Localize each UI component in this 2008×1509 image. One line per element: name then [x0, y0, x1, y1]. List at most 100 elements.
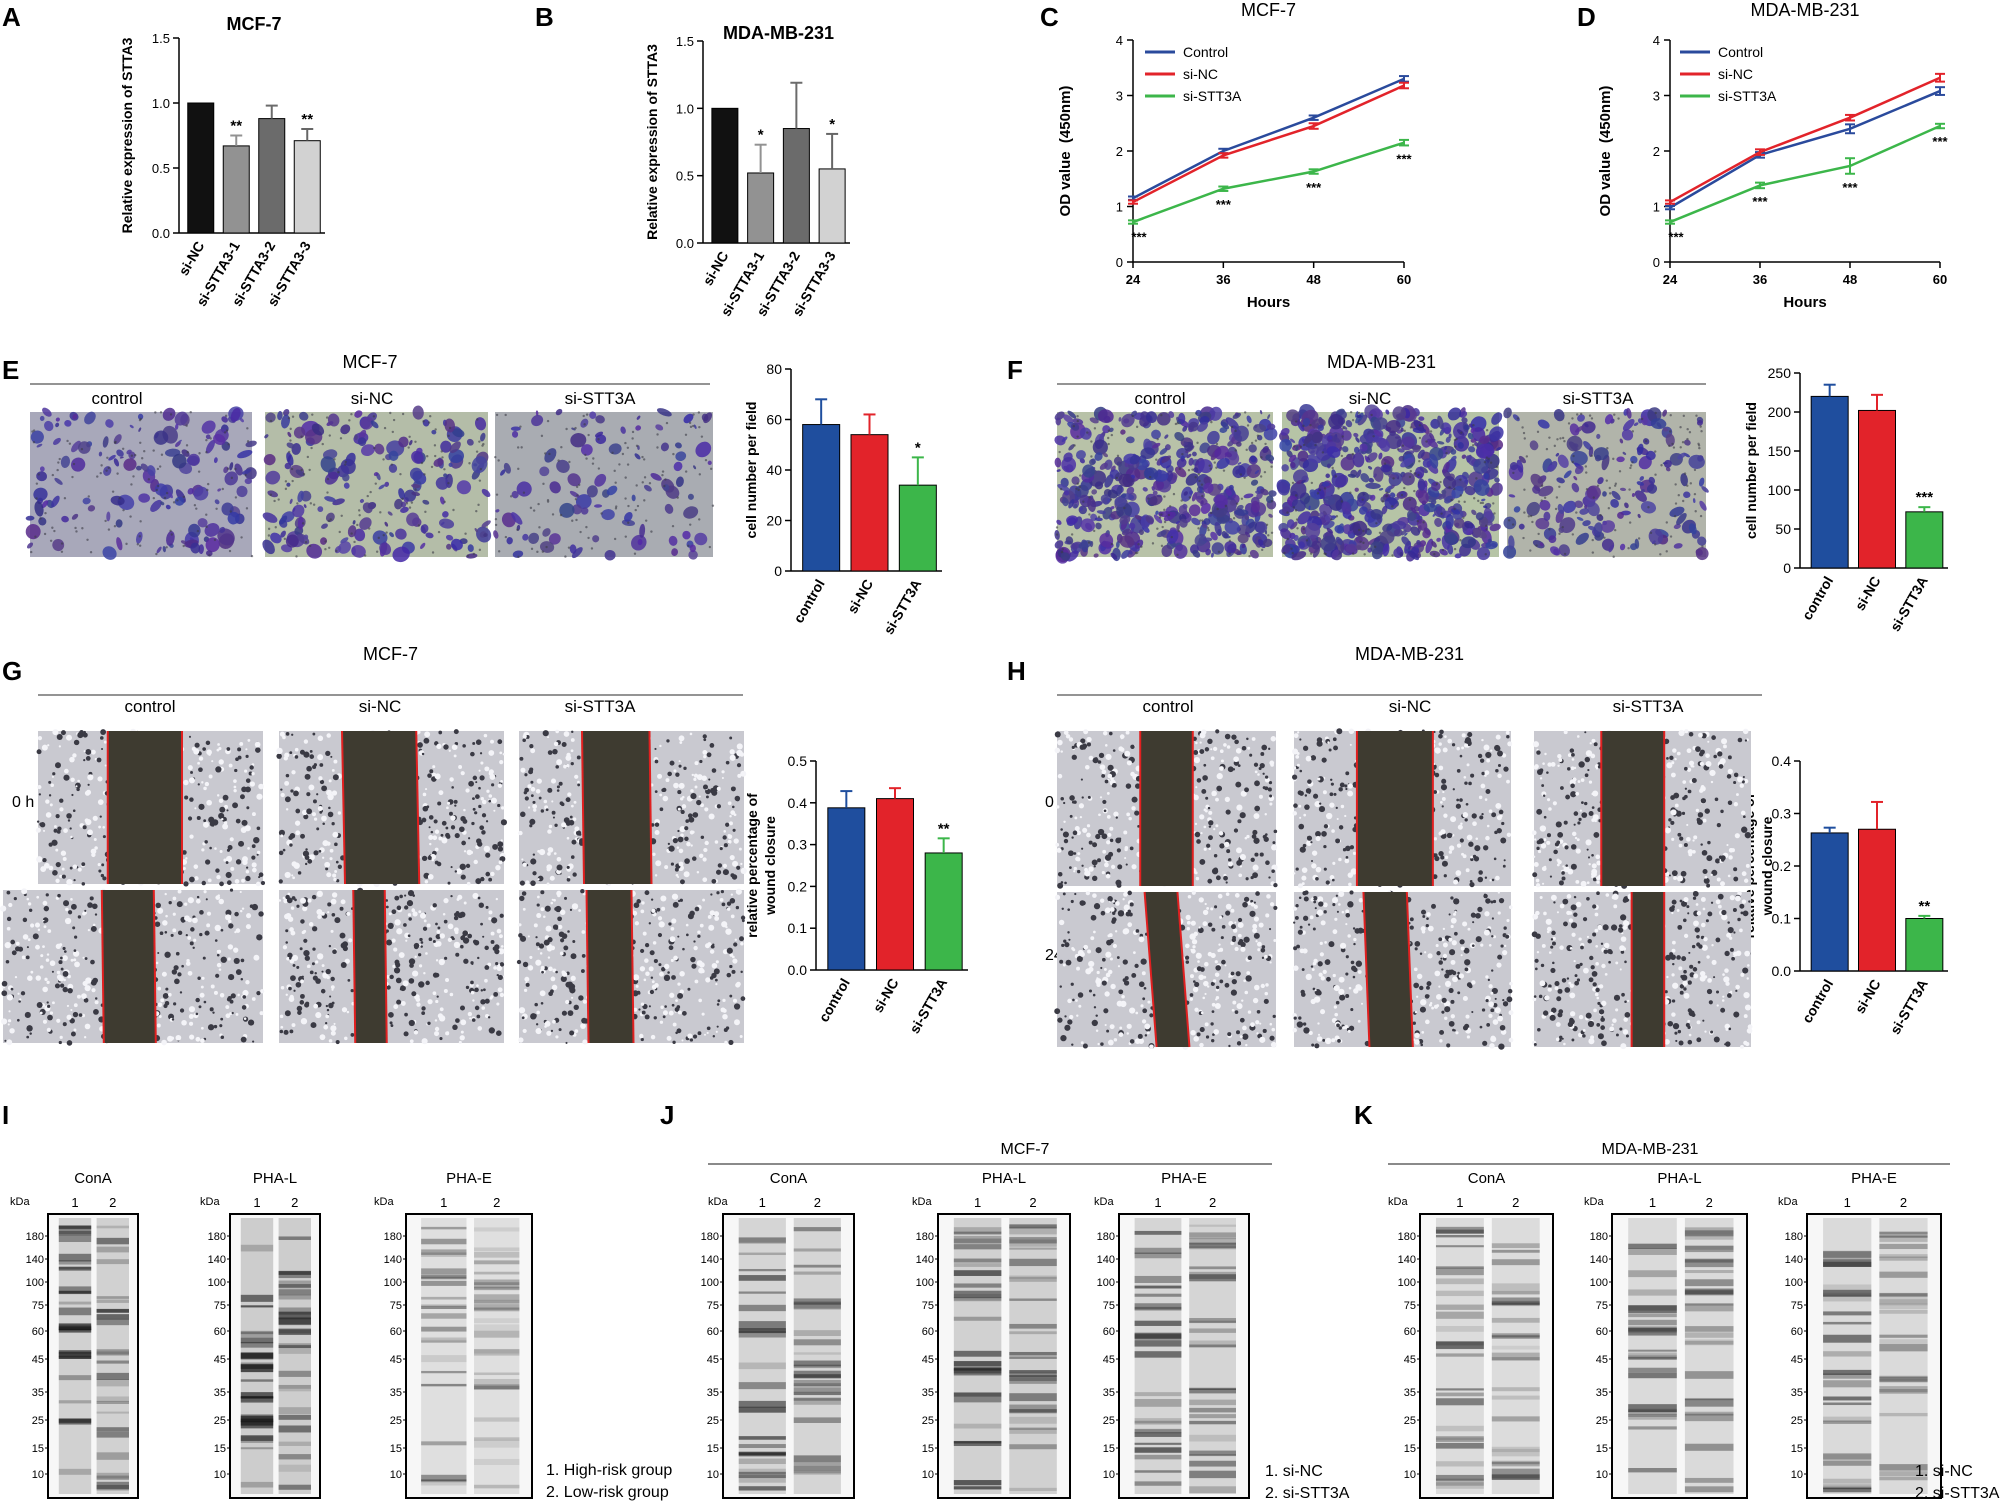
pore — [304, 541, 308, 544]
cell-texture — [235, 859, 242, 865]
pore — [401, 412, 405, 416]
cell-stain — [1373, 429, 1383, 437]
cell-stain — [1302, 417, 1311, 427]
cell-stain — [30, 430, 44, 444]
cell-texture — [485, 852, 491, 858]
cell-texture — [529, 818, 536, 825]
pore — [1163, 520, 1167, 524]
pore — [585, 457, 588, 460]
cell-texture — [416, 1002, 421, 1007]
cell-texture — [81, 993, 87, 999]
pore — [1195, 412, 1198, 415]
cell-texture — [327, 911, 330, 914]
cell-texture — [709, 743, 715, 748]
pore — [385, 531, 388, 534]
x-tick-label: si-NC — [699, 249, 731, 289]
pore — [30, 550, 33, 554]
cell-stain — [1410, 526, 1421, 536]
pore — [225, 429, 229, 432]
pore — [267, 534, 271, 537]
cell-stain — [1364, 455, 1369, 463]
cell-texture — [66, 878, 73, 886]
cell-stain — [1326, 463, 1331, 469]
cell-texture — [639, 966, 646, 972]
pore — [1180, 499, 1183, 502]
pore — [1674, 483, 1677, 486]
cell-texture — [569, 815, 573, 819]
cell-stain — [1262, 446, 1269, 454]
cell-stain — [1091, 489, 1098, 495]
cell-texture — [704, 840, 709, 846]
cell-texture — [157, 951, 160, 954]
cell-stain — [392, 546, 410, 563]
pore — [114, 440, 117, 444]
cell-texture — [500, 779, 503, 783]
cell-texture — [496, 1030, 502, 1037]
cell-texture — [49, 1011, 54, 1015]
cell-stain — [1134, 514, 1142, 520]
cell-texture — [61, 730, 66, 736]
cell-texture — [570, 855, 575, 859]
cell-texture — [470, 961, 474, 965]
cell-texture — [206, 799, 212, 806]
cell-stain — [422, 499, 430, 505]
cell-texture — [225, 871, 232, 879]
cell-stain — [1054, 457, 1062, 468]
cell-texture — [221, 817, 224, 821]
significance-label: *** — [1668, 230, 1684, 245]
cell-texture — [423, 919, 427, 923]
pore — [1191, 468, 1194, 471]
cell-stain — [1393, 528, 1403, 537]
cell-texture — [282, 735, 286, 740]
micrograph-background — [279, 890, 504, 1043]
bar-si-STTA3-1 — [222, 145, 250, 234]
cell-texture — [567, 792, 572, 797]
cell-stain — [581, 507, 589, 515]
pore — [648, 482, 652, 485]
cell-texture — [650, 976, 654, 979]
pore — [1381, 500, 1385, 503]
cell-texture — [184, 795, 189, 800]
cell-stain — [242, 468, 252, 475]
pore — [125, 542, 128, 546]
series-line-Control — [1669, 89, 1941, 209]
pore — [1174, 422, 1178, 426]
pore — [1286, 511, 1289, 514]
cell-texture — [436, 930, 441, 934]
cell-stain — [481, 520, 491, 528]
cell-stain — [1155, 510, 1159, 515]
cell-texture — [527, 806, 531, 809]
cell-texture — [565, 755, 572, 761]
pore — [325, 416, 329, 419]
cell-texture — [229, 999, 234, 1004]
cell-stain — [265, 412, 276, 423]
cell-texture — [56, 734, 63, 741]
pore — [1660, 464, 1663, 467]
cell-texture — [441, 820, 447, 826]
cell-stain — [1331, 549, 1339, 559]
cell-stain — [592, 535, 600, 543]
cell-texture — [574, 826, 580, 832]
pore — [1200, 483, 1204, 486]
cell-stain — [384, 481, 390, 487]
cell-texture — [173, 1002, 177, 1006]
cell-stain — [372, 530, 388, 545]
pore — [1076, 414, 1079, 418]
cell-texture — [472, 999, 475, 1002]
cell-texture — [60, 967, 64, 971]
cell-texture — [698, 998, 702, 1003]
cell-stain — [1152, 490, 1158, 496]
cell-stain — [1168, 411, 1175, 418]
pore — [1260, 456, 1263, 459]
cell-texture — [37, 785, 42, 790]
cell-texture — [189, 876, 195, 883]
cell-texture — [183, 779, 189, 786]
pore — [641, 455, 644, 459]
panel-label-j: J — [660, 1100, 675, 1130]
cell-stain — [1207, 430, 1220, 445]
cell-stain — [1249, 455, 1257, 463]
pore — [1123, 506, 1126, 510]
cell-texture — [673, 782, 679, 789]
cell-texture — [521, 891, 527, 896]
cell-texture — [288, 986, 292, 991]
